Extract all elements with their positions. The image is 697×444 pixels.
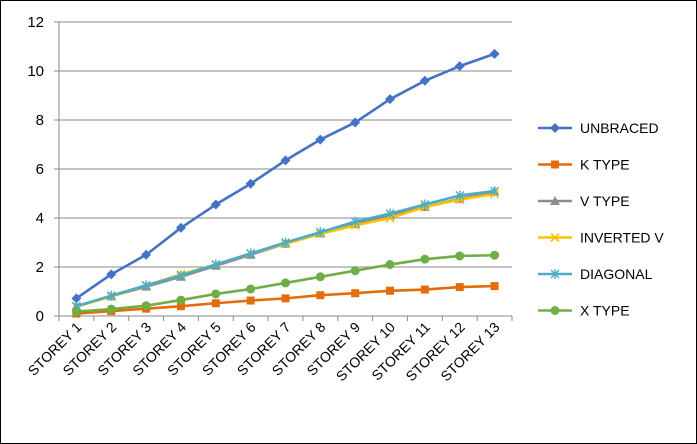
- data-point: [106, 304, 116, 314]
- legend-item: X TYPE: [538, 303, 630, 319]
- data-point: [176, 270, 186, 281]
- legend-marker: [550, 306, 560, 315]
- data-point: [315, 227, 325, 238]
- data-point: [490, 250, 500, 260]
- data-point: [210, 199, 221, 210]
- data-point: [350, 216, 360, 227]
- data-point: [211, 299, 220, 308]
- data-point: [315, 272, 325, 282]
- data-point: [106, 269, 117, 280]
- data-point: [106, 290, 116, 301]
- legend-marker: [550, 196, 560, 205]
- series-inverted-v: [71, 189, 500, 312]
- series-unbraced: [71, 48, 500, 304]
- data-point: [246, 248, 256, 259]
- y-tick-label: 0: [36, 308, 44, 325]
- data-point: [455, 283, 464, 292]
- data-point: [211, 289, 221, 299]
- data-point: [280, 155, 291, 166]
- y-tick-label: 10: [27, 63, 44, 80]
- data-point: [386, 286, 395, 295]
- legend-label: DIAGONAL: [580, 266, 653, 282]
- legend-label: K TYPE: [580, 157, 630, 173]
- series-line: [75, 52, 496, 300]
- data-point: [246, 296, 255, 305]
- legend-item: V TYPE: [538, 193, 630, 209]
- data-point: [211, 259, 221, 270]
- legend-marker: [550, 232, 560, 243]
- data-point: [420, 254, 430, 264]
- legend-item: K TYPE: [538, 157, 630, 173]
- data-point: [420, 199, 430, 210]
- series-x-type: [71, 250, 500, 317]
- data-point: [281, 294, 290, 303]
- data-point: [490, 186, 500, 197]
- legend-label: X TYPE: [580, 303, 630, 319]
- data-point: [350, 117, 361, 128]
- data-point: [141, 280, 151, 291]
- data-point: [489, 48, 500, 59]
- y-tick-label: 6: [36, 161, 44, 178]
- legend-marker: [551, 160, 559, 169]
- y-tick-label: 2: [36, 259, 44, 276]
- y-tick-labels: 0 2 4 6 8 10 12: [27, 14, 44, 325]
- data-point: [246, 284, 256, 294]
- data-point: [71, 293, 82, 304]
- data-point: [455, 190, 465, 201]
- data-point: [420, 285, 429, 294]
- legend-label: INVERTED V: [580, 230, 664, 246]
- legend-label: V TYPE: [580, 193, 630, 209]
- data-point: [175, 222, 186, 233]
- data-point: [455, 251, 465, 261]
- data-point: [454, 61, 465, 72]
- data-point: [71, 307, 81, 317]
- data-point: [419, 75, 430, 86]
- legend-item: DIAGONAL: [538, 266, 653, 282]
- data-point: [385, 94, 396, 105]
- data-point: [176, 302, 185, 311]
- data-point: [490, 282, 499, 291]
- gridlines: [59, 21, 512, 268]
- data-point: [350, 266, 360, 276]
- data-point: [245, 178, 256, 189]
- data-point: [351, 289, 360, 298]
- data-point: [141, 301, 151, 311]
- legend: UNBRACED K TYPE V TYPE INVERTED V DIAGONAL X …: [538, 120, 664, 319]
- axes: [54, 21, 513, 321]
- y-tick-label: 8: [36, 112, 44, 129]
- data-point: [385, 208, 395, 219]
- data-point: [281, 237, 290, 248]
- legend-item: INVERTED V: [538, 230, 664, 246]
- legend-item: UNBRACED: [538, 120, 659, 136]
- data-point: [141, 249, 152, 260]
- legend-marker: [550, 269, 560, 279]
- data-point: [316, 291, 325, 300]
- series-diagonal: [71, 186, 500, 312]
- data-point: [315, 134, 326, 145]
- data-point: [385, 260, 395, 270]
- data-point: [281, 278, 290, 288]
- data-point: [176, 295, 186, 305]
- legend-label: UNBRACED: [580, 120, 659, 136]
- plot-series: [71, 48, 500, 318]
- y-tick-label: 12: [27, 14, 44, 31]
- legend-marker: [550, 123, 560, 133]
- y-tick-label: 4: [36, 210, 44, 227]
